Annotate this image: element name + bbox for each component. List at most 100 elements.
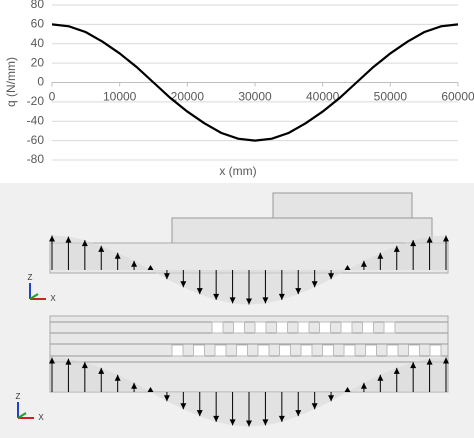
arrow-head [196,288,203,295]
load-arrow [410,362,417,392]
load-arrow [65,358,72,392]
load-arrow [393,367,400,392]
arrow-head [328,395,335,402]
arrow-head [393,367,400,374]
y-tick-label: 40 [31,36,45,50]
arrow-head [229,297,236,304]
hole [257,344,270,357]
x-tick-label: 10000 [103,90,137,104]
y-tick-label: -60 [27,133,45,147]
x-tick-label: 20000 [171,90,205,104]
hole [297,321,310,334]
triad-label: Z [16,392,21,401]
load-arrow [98,367,105,392]
hole [383,321,396,334]
y-tick-label: -40 [27,113,45,127]
hole [254,321,267,334]
block [272,192,413,219]
x-tick-label: 60000 [441,90,474,104]
load-arrow [311,270,318,288]
arrow-head [295,410,302,417]
load-arrow [360,260,367,270]
load-arrow [246,270,252,305]
load-arrow [295,392,302,417]
arrow-head [295,288,302,295]
arrow-head [377,252,384,259]
triad-label: X [50,294,56,303]
triad: Z X [16,392,45,422]
hole [343,344,356,357]
hole [276,321,288,334]
hole [193,344,205,357]
arrow-head [344,265,351,270]
y-tick-label: 80 [31,0,45,11]
load-arrow [213,392,220,422]
hole [236,344,248,357]
y-tick-label: 20 [31,55,45,69]
arrow-head [98,245,105,252]
load-arrow [131,382,138,392]
arrow-head [81,240,88,247]
hole [279,344,291,357]
arrow-head [163,395,170,402]
hole [386,344,399,357]
arrow-head [180,403,187,410]
arrow-head [65,236,72,243]
arrow-head [81,362,88,369]
arrow-head [98,367,105,374]
arrow-head [262,297,269,304]
load-arrow [49,357,55,392]
load-arrow [229,392,236,426]
hole [408,344,420,357]
arrow-head [393,245,400,252]
load-arrow [65,236,72,270]
hole [322,344,334,357]
arrow-head [278,293,285,300]
load-arrow [163,270,170,280]
load-arrow [360,382,367,392]
arrow-head [426,236,433,243]
load-arrow [278,270,285,300]
load-arrow [81,362,88,392]
arrow-head [360,260,367,267]
arrow-head [278,415,285,422]
load-arrow [196,270,203,295]
hole [429,344,442,357]
triad-label: Z [28,273,33,282]
arrow-head [180,281,187,288]
arrow-head [246,298,252,305]
hole [211,321,224,334]
arrow-head [410,240,417,247]
arrow-head [163,273,170,280]
hole [300,344,313,357]
load-arrow [147,265,154,270]
load-arrow [443,235,449,270]
arrow-head [213,415,220,422]
load-arrow [147,387,154,392]
hole [340,321,353,334]
arrow-head [131,260,138,267]
load-arrow [49,235,55,270]
arrow-head [328,273,335,280]
holes [171,321,442,357]
arrow-head [114,374,121,381]
arrow-head [196,410,203,417]
triad-label: X [38,413,44,422]
arrow-head [147,387,154,392]
hole [362,321,374,334]
hole [171,344,184,357]
arrow-head [443,357,449,364]
load-arrow [246,392,252,427]
load-arrow [131,260,138,270]
load-arrow [443,357,449,392]
load-arrow [278,392,285,422]
arrow-head [213,293,220,300]
arrow-head [114,252,121,259]
y-tick-label: 0 [37,75,44,89]
y-axis-label: q (N/mm) [4,57,18,107]
line [51,23,459,142]
load-arrow [114,252,121,270]
load-arrow [393,245,400,270]
block [171,217,433,244]
